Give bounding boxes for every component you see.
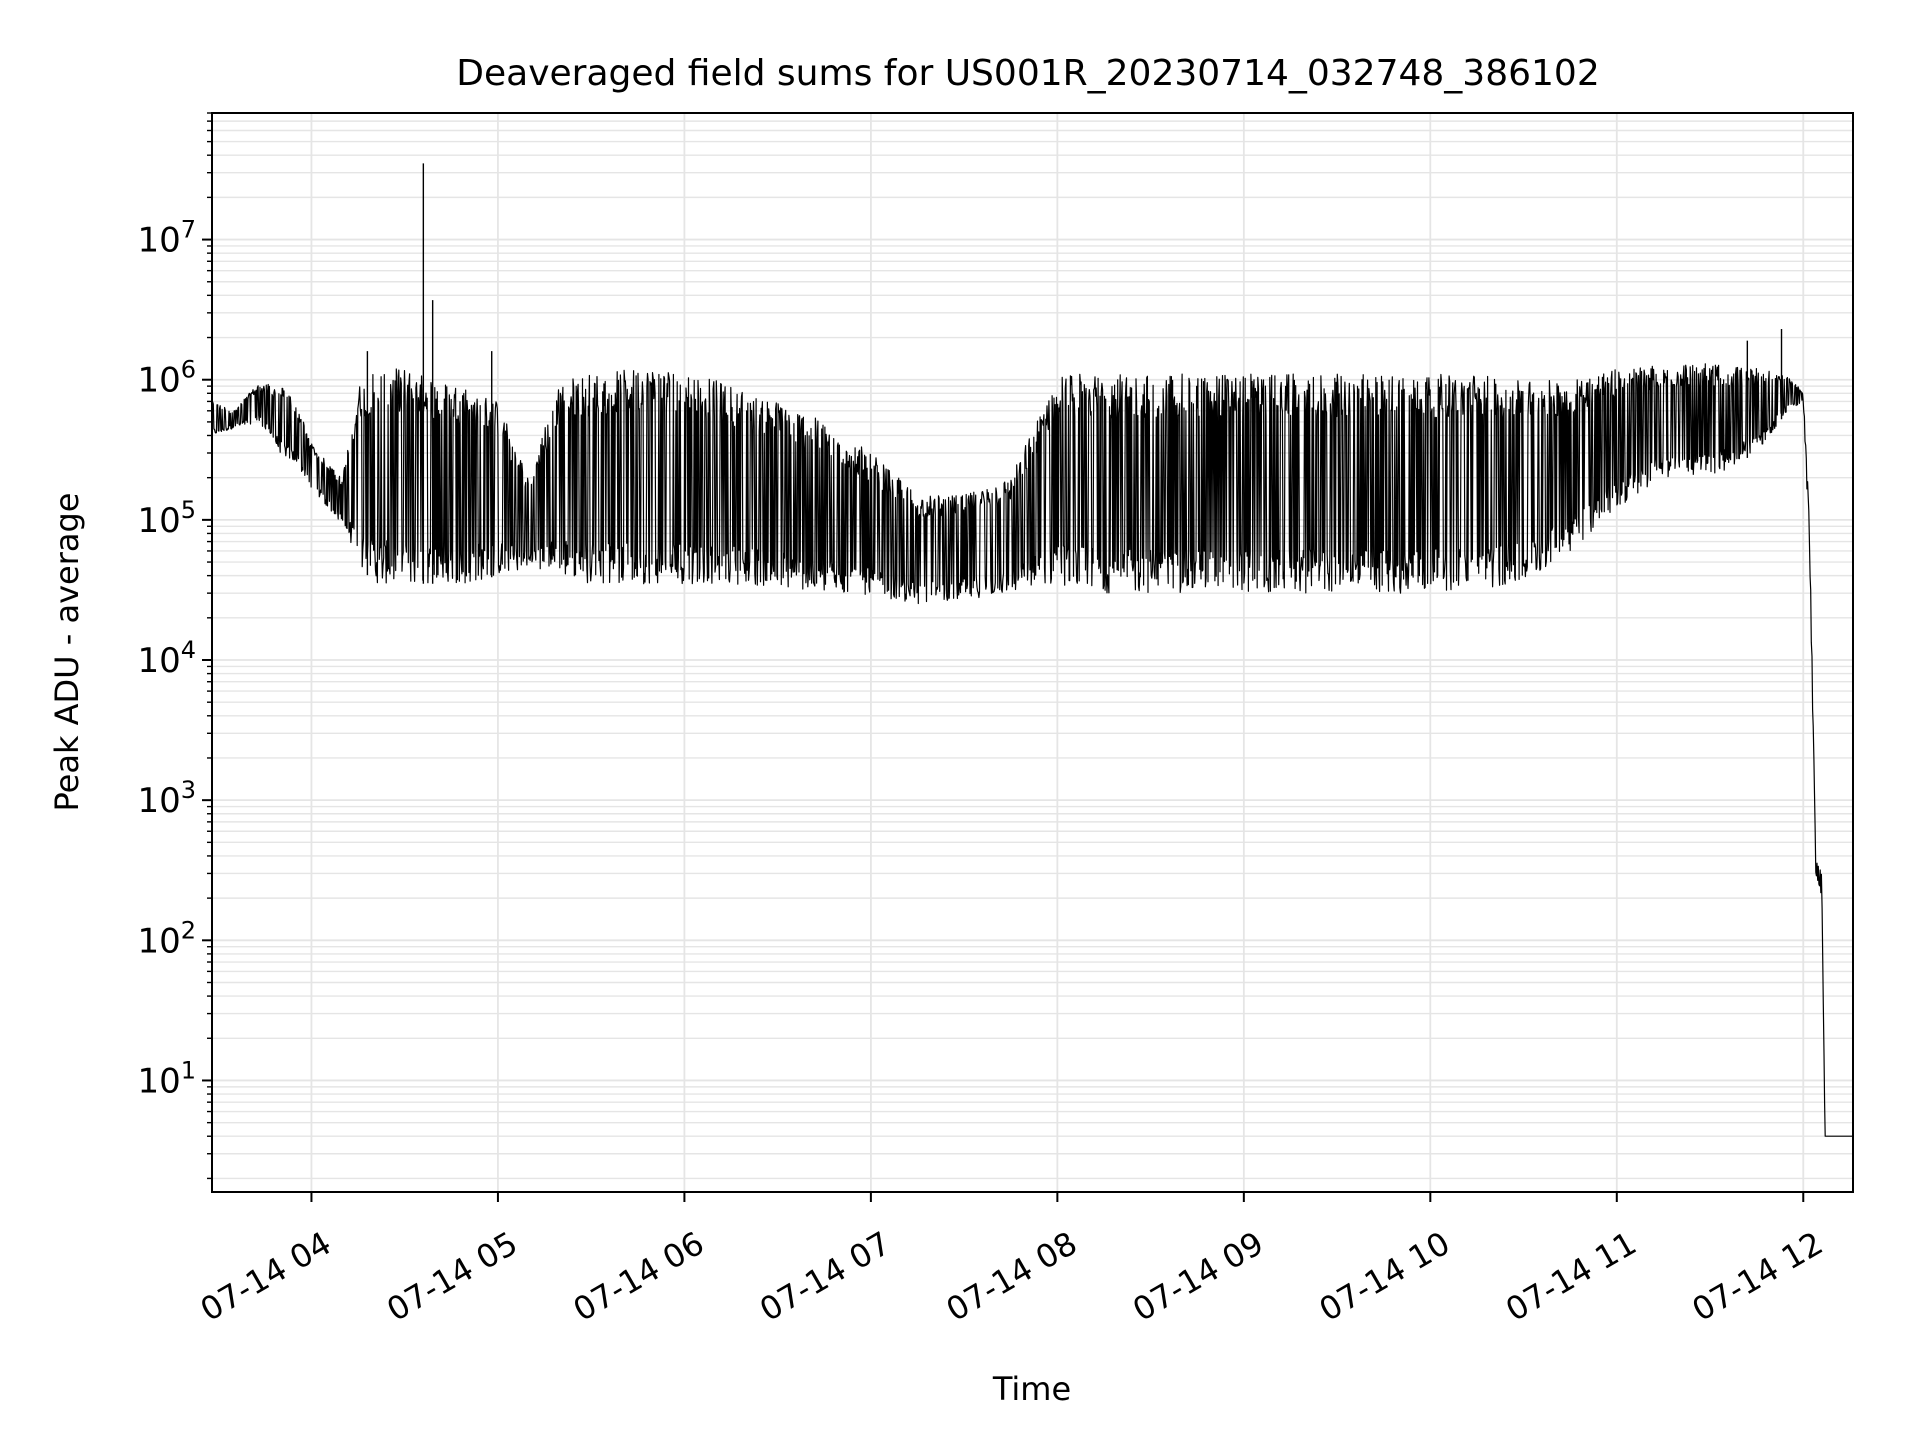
y-axis: 101 102 103 104 105 106 107 xyxy=(137,112,212,1180)
y-axis-label: Peak ADU - average xyxy=(48,493,86,812)
plot-area xyxy=(212,163,1853,1137)
chart-title: Deaveraged field sums for US001R_2023071… xyxy=(456,53,1599,94)
y-tick-label: 102 xyxy=(137,916,196,961)
y-tick-label: 106 xyxy=(137,356,196,401)
x-axis-label: Time xyxy=(992,1370,1071,1408)
y-tick-label: 105 xyxy=(137,496,196,541)
y-tick-label: 104 xyxy=(137,636,196,681)
y-tick-label: 101 xyxy=(137,1056,196,1101)
y-tick-label: 103 xyxy=(137,776,196,821)
y-tick-label: 107 xyxy=(137,216,196,261)
series-line xyxy=(212,363,1853,1137)
plot-frame xyxy=(211,112,1854,1193)
grid xyxy=(212,112,1853,1192)
